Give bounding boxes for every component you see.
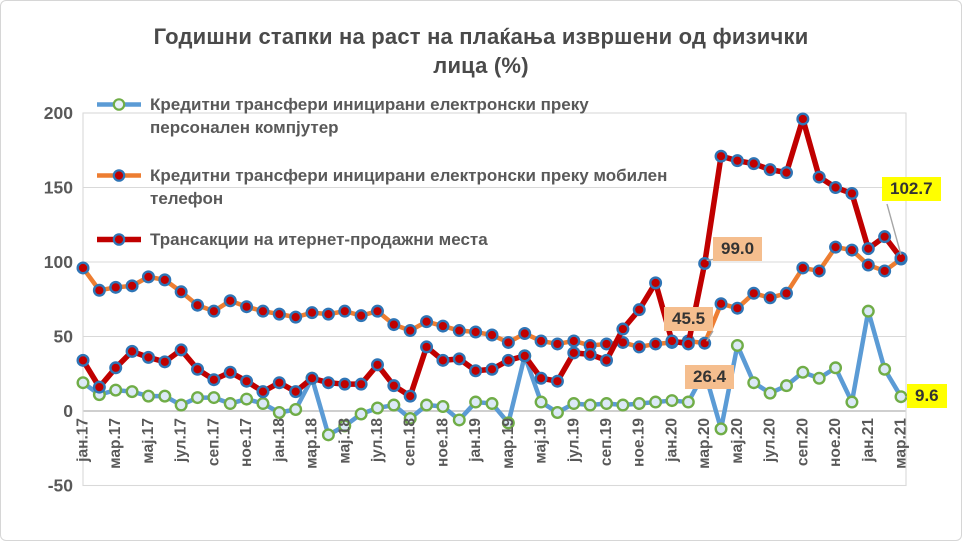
data-label-pos-mar20: 99.0 bbox=[713, 237, 763, 261]
svg-text:150: 150 bbox=[44, 178, 73, 198]
svg-text:јан.17: јан.17 bbox=[75, 418, 92, 463]
svg-text:јул.17: јул.17 bbox=[173, 418, 190, 463]
svg-text:јан.20: јан.20 bbox=[663, 418, 680, 463]
svg-text:јул.19: јул.19 bbox=[565, 418, 582, 463]
svg-text:сеп.18: сеп.18 bbox=[402, 418, 419, 467]
svg-text:0: 0 bbox=[63, 401, 73, 421]
svg-text:мар.21: мар.21 bbox=[893, 418, 910, 469]
data-label-pc-mar21: 9.6 bbox=[907, 384, 947, 408]
legend-item-mobile: Кредитни трансфери иницирани електронски… bbox=[97, 165, 680, 211]
svg-text:мар.18: мар.18 bbox=[304, 418, 321, 469]
svg-text:јан.19: јан.19 bbox=[467, 418, 484, 463]
svg-text:мар.17: мар.17 bbox=[107, 418, 124, 469]
legend-item-pc: Кредитни трансфери иницирани електронски… bbox=[97, 94, 680, 140]
svg-text:50: 50 bbox=[54, 327, 74, 347]
chart-title: Годишни стапки на раст на плаќања изврше… bbox=[153, 24, 809, 78]
svg-text:200: 200 bbox=[44, 103, 73, 123]
svg-text:сеп.19: сеп.19 bbox=[598, 418, 615, 467]
svg-text:сеп.17: сеп.17 bbox=[205, 418, 222, 466]
y-axis-labels: 200 150 100 50 0 -50 bbox=[44, 103, 73, 496]
svg-text:јан.21: јан.21 bbox=[860, 418, 877, 463]
plot-border bbox=[82, 112, 907, 487]
svg-text:ное.18: ное.18 bbox=[434, 418, 451, 467]
data-label-pos-mar21: 102.7 bbox=[882, 177, 941, 201]
legend-item-pos: Трансакции на итернет-продажни места bbox=[97, 229, 488, 252]
svg-text:јул.20: јул.20 bbox=[762, 418, 779, 463]
line-marker-icon bbox=[97, 168, 141, 188]
line-marker-icon bbox=[97, 232, 141, 252]
svg-text:мај.19: мај.19 bbox=[533, 418, 550, 464]
svg-text:мај.17: мај.17 bbox=[140, 418, 157, 464]
svg-text:сеп.20: сеп.20 bbox=[794, 418, 811, 466]
svg-text:мар.20: мар.20 bbox=[696, 418, 713, 469]
data-label-mobile-mar20: 45.5 bbox=[664, 307, 714, 331]
line-marker-icon bbox=[97, 97, 141, 117]
legend-label-pos: Трансакции на итернет-продажни места bbox=[150, 230, 488, 249]
legend-label-mobile: Кредитни трансфери иницирани електронски… bbox=[150, 166, 668, 208]
series-pos bbox=[76, 112, 908, 403]
svg-text:ное.20: ное.20 bbox=[827, 418, 844, 467]
svg-text:мај.20: мај.20 bbox=[729, 418, 746, 464]
svg-text:јан.18: јан.18 bbox=[271, 418, 288, 463]
svg-text:ное.19: ное.19 bbox=[631, 418, 648, 467]
svg-text:-50: -50 bbox=[48, 476, 74, 496]
svg-text:ное.17: ное.17 bbox=[238, 418, 255, 467]
svg-text:100: 100 bbox=[44, 252, 73, 272]
legend-label-pc: Кредитни трансфери иницирани електронски… bbox=[150, 95, 589, 137]
x-axis-labels: јан.17 мар.17 мај.17 јул.17 сеп.17 ное.17 јан.… bbox=[75, 418, 910, 469]
svg-text:мар.19: мар.19 bbox=[500, 418, 517, 469]
data-label-pc-mar20: 26.4 bbox=[685, 365, 735, 389]
svg-text:јул.18: јул.18 bbox=[369, 418, 386, 463]
series-mobile bbox=[76, 240, 908, 354]
svg-text:мај.18: мај.18 bbox=[336, 418, 353, 464]
